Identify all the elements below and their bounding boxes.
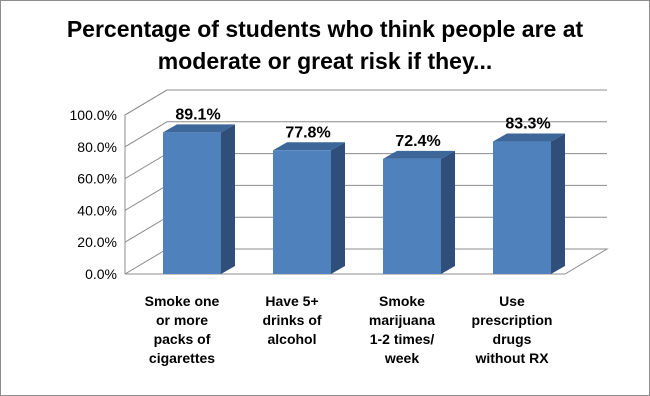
- category-label: Have 5+ drinks of alcohol: [262, 293, 321, 347]
- bar-front: [493, 141, 551, 274]
- y-tick-label: 60.0%: [77, 171, 117, 187]
- bar-top: [493, 133, 565, 142]
- category-labels: Smoke one or more packs of cigarettes Have 5…: [145, 293, 553, 366]
- bar-top: [273, 142, 345, 151]
- y-tick-label: 40.0%: [77, 202, 117, 218]
- bar-front: [273, 150, 331, 274]
- chart-title: Percentage of students who think people …: [21, 13, 629, 77]
- bar-side: [221, 124, 235, 275]
- bar-side: [441, 150, 455, 274]
- bar: [383, 150, 455, 274]
- bar-front: [383, 158, 441, 274]
- bar-side: [551, 133, 565, 274]
- data-label: 83.3%: [505, 116, 550, 133]
- gridline: [124, 89, 607, 116]
- data-labels: 89.1% 77.8% 72.4% 83.3%: [175, 106, 550, 150]
- bar: [273, 142, 345, 274]
- y-tick-label: 80.0%: [77, 139, 117, 155]
- category-label: Smoke marijuana 1-2 times/week: [369, 293, 435, 366]
- bar-top: [163, 124, 235, 133]
- chart-title-line-1: Percentage of students who think people …: [66, 16, 584, 42]
- y-tick-label: 100.0%: [70, 107, 117, 123]
- gridline: [124, 121, 607, 148]
- category-label: Use prescription drugs without RX: [472, 293, 553, 366]
- y-tick-label: 0.0%: [85, 266, 117, 282]
- bar-side: [331, 142, 345, 274]
- data-label: 72.4%: [395, 133, 440, 150]
- chart-title-line-2: moderate or great risk if they...: [157, 48, 493, 74]
- y-tick-label: 20.0%: [77, 234, 117, 250]
- bar: [163, 124, 235, 275]
- bar: [493, 133, 565, 274]
- data-label: 89.1%: [175, 106, 220, 123]
- bar-front: [163, 132, 221, 274]
- category-label: Smoke one or more packs of cigarettes: [145, 293, 220, 366]
- bar-top: [383, 150, 455, 159]
- bars: [163, 124, 565, 275]
- data-label: 77.8%: [285, 124, 330, 141]
- y-axis: 0.0% 20.0% 40.0% 60.0% 80.0% 100.0%: [70, 107, 126, 282]
